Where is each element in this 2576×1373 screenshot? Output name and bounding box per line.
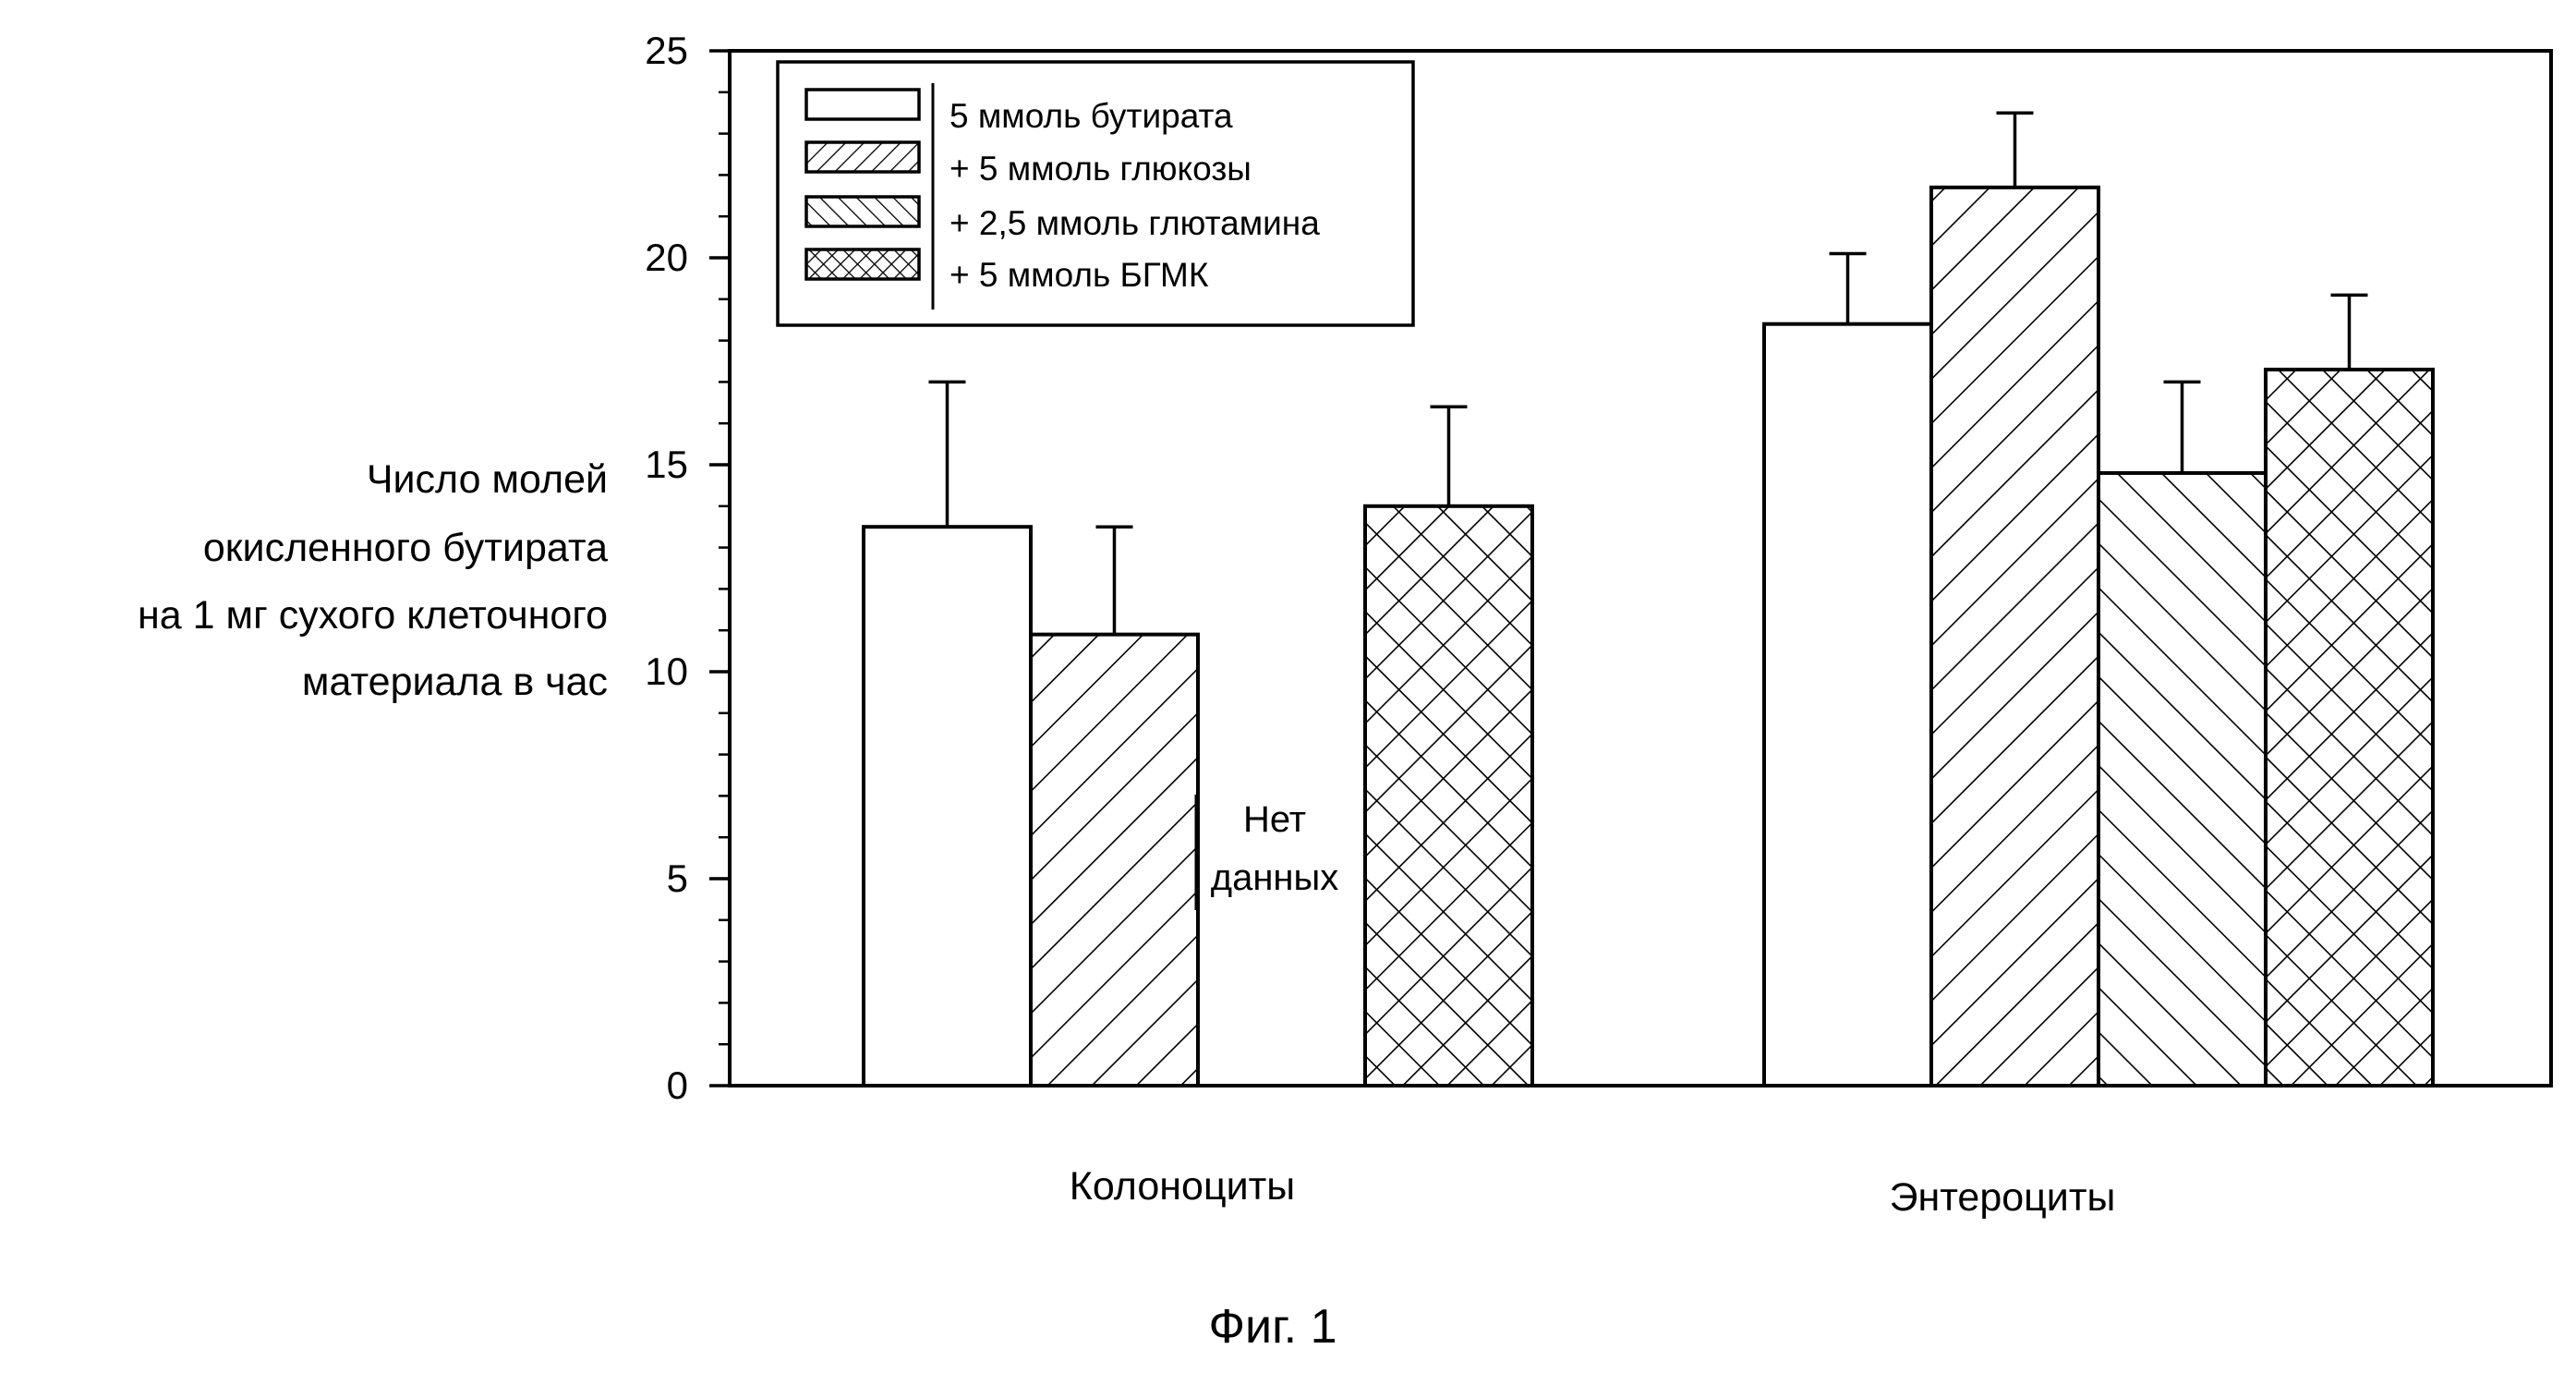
legend-label-4: + 5 ммоль БГМК xyxy=(949,256,1209,294)
legend-label-3: + 2,5 ммоль глютамина xyxy=(949,204,1320,242)
bar xyxy=(1764,324,1931,1086)
y-axis-title-line-3: на 1 мг сухого клеточного xyxy=(138,593,608,638)
x-category-label: Энтероциты xyxy=(1890,1175,2116,1220)
y-tick-label: 25 xyxy=(645,29,688,72)
legend-swatch xyxy=(806,249,919,279)
legend-label-1: 5 ммоль бутирата xyxy=(949,97,1233,135)
legend-swatch xyxy=(806,197,919,226)
bar xyxy=(1365,506,1532,1086)
y-axis-title-line-1: Число молей xyxy=(367,457,608,502)
figure-caption: Фиг. 1 xyxy=(1208,1300,1336,1354)
y-tick-label: 10 xyxy=(645,650,688,693)
legend: 5 ммоль бутирата + 5 ммоль глюкозы + 2,5… xyxy=(778,62,1413,325)
y-axis-title-line-2: окисленного бутирата xyxy=(203,526,608,570)
y-axis: 0 5 10 15 20 25 xyxy=(645,29,730,1107)
no-data-line-1: Нет xyxy=(1243,799,1306,840)
bar xyxy=(1931,188,2098,1086)
bar xyxy=(1031,635,1198,1086)
x-category-label: Колоноциты xyxy=(1070,1164,1295,1209)
y-tick-label: 15 xyxy=(645,443,688,486)
x-axis-labels: Колоноциты Энтероциты xyxy=(1070,1164,2116,1220)
legend-swatch xyxy=(806,90,919,119)
legend-label-2: + 5 ммоль глюкозы xyxy=(949,150,1252,188)
no-data-line-2: данных xyxy=(1211,857,1339,898)
bar xyxy=(2266,370,2433,1086)
bar xyxy=(2098,473,2266,1086)
y-axis-title: Число молей окисленного бутирата на 1 мг… xyxy=(138,457,608,704)
bar xyxy=(864,527,1031,1086)
y-axis-title-line-4: материала в час xyxy=(302,660,608,704)
legend-swatch xyxy=(806,142,919,172)
y-tick-label: 0 xyxy=(667,1063,688,1107)
no-data-annotation: Нет данных xyxy=(1196,795,1338,910)
y-tick-label: 5 xyxy=(667,857,688,900)
y-tick-label: 20 xyxy=(645,236,688,279)
